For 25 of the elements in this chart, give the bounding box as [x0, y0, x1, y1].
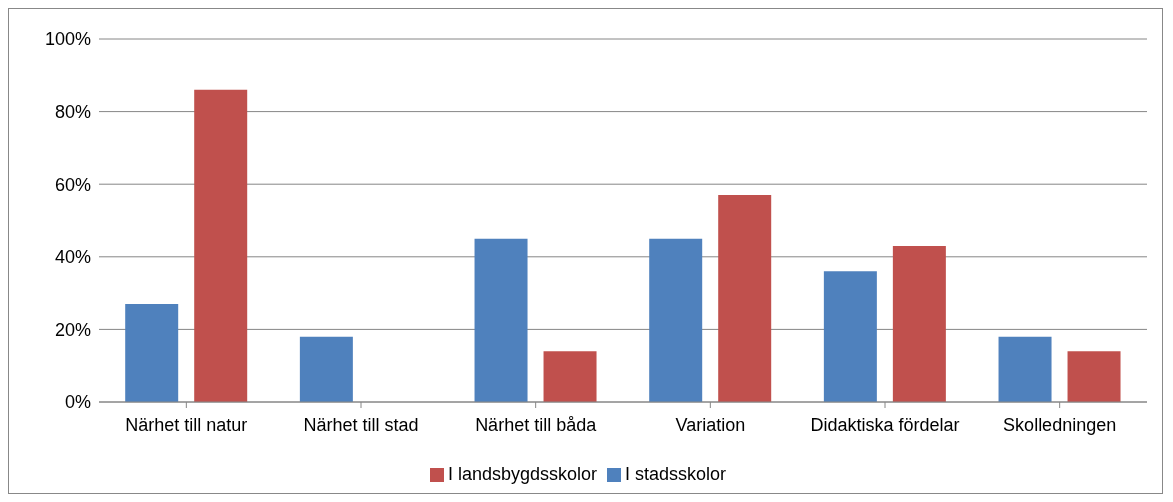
- bar: [649, 238, 703, 402]
- x-tick-label: Variation: [675, 414, 746, 435]
- bar: [718, 195, 772, 402]
- bar: [194, 89, 248, 402]
- bar: [998, 336, 1052, 402]
- bar: [474, 238, 528, 402]
- y-tick-label: 0%: [64, 392, 91, 413]
- x-tick-label: Närhet till stad: [303, 414, 419, 435]
- y-tick-label: 100%: [44, 29, 91, 50]
- x-tick-label: Närhet till båda: [475, 414, 598, 435]
- y-tick-label: 40%: [54, 247, 91, 268]
- y-tick-label: 60%: [54, 174, 91, 195]
- bar: [125, 303, 179, 402]
- y-tick-label: 20%: [54, 319, 91, 340]
- bar: [543, 351, 597, 402]
- bar: [299, 336, 353, 402]
- legend-label: I stadsskolor: [625, 464, 727, 484]
- y-tick-label: 80%: [54, 101, 91, 122]
- bar: [1067, 351, 1121, 402]
- bar: [823, 271, 877, 402]
- x-tick-label: Närhet till natur: [125, 414, 248, 435]
- bar: [892, 245, 946, 402]
- x-tick-label: Didaktiska fördelar: [810, 414, 960, 435]
- x-tick-label: Skolledningen: [1003, 414, 1117, 435]
- legend-label: I landsbygdsskolor: [447, 464, 598, 484]
